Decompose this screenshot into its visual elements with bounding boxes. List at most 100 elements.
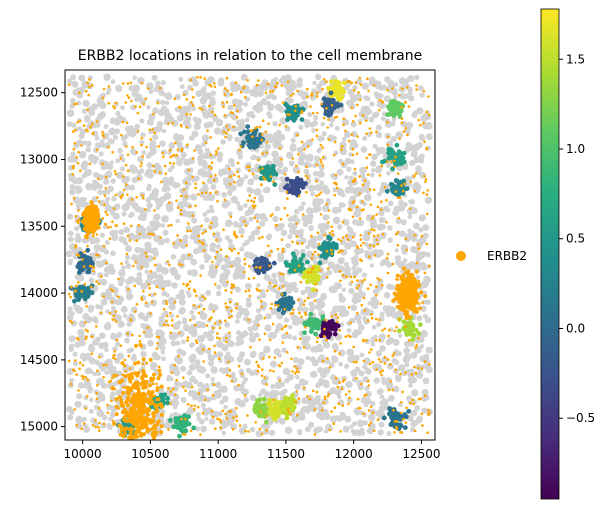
membrane-point [342,425,350,433]
membrane-point [368,426,374,432]
erbb2-point [331,233,335,237]
erbb2-point [284,125,288,128]
membrane-point [254,332,260,338]
erbb2-point [122,222,126,225]
cell-point [257,397,263,403]
erbb2-point [292,308,295,312]
erbb2-point [422,191,425,195]
erbb2-point [178,105,181,109]
erbb2-point [204,191,208,194]
membrane-point [115,300,121,306]
erbb2-point [182,385,185,389]
membrane-point [285,426,293,434]
erbb2-point [113,350,116,353]
membrane-point [170,270,176,276]
membrane-point [71,80,79,88]
membrane-point [291,223,298,230]
membrane-point [93,237,101,244]
membrane-point [131,254,139,262]
membrane-point [120,305,128,313]
erbb2-point [70,382,73,386]
erbb2-point [306,176,310,180]
membrane-point [195,320,203,329]
erbb2-point [284,324,288,328]
erbb2-point [219,248,223,251]
membrane-point [178,76,184,82]
erbb2-point [264,414,268,418]
membrane-point [85,146,91,153]
membrane-point [125,278,131,285]
erbb2-point [368,127,372,130]
erbb2-point [141,194,144,197]
membrane-point [411,111,418,118]
membrane-point [307,218,313,225]
membrane-point [425,133,433,141]
erbb2-point [186,339,189,342]
erbb2-point [67,359,71,363]
erbb2-point [425,146,429,150]
membrane-point [308,184,316,192]
membrane-point [379,400,386,406]
membrane-point [292,286,297,292]
membrane-point [171,399,180,407]
erbb2-point [171,154,175,158]
erbb2-point [106,213,109,216]
erbb2-point [235,306,238,310]
erbb2-point [346,238,350,241]
erbb2-point [74,359,77,362]
membrane-point [205,396,212,403]
erbb2-point [88,264,92,268]
erbb2-point [258,289,261,293]
membrane-point [229,373,236,379]
erbb2-point [180,417,183,421]
erbb2-point [213,344,216,348]
erbb2-point [323,335,326,338]
erbb2-point [125,121,129,125]
erbb2-point [362,114,365,117]
membrane-point [420,305,427,313]
membrane-point [398,333,403,338]
erbb2-point [297,152,300,156]
membrane-point [243,310,250,317]
erbb2-point [164,299,168,303]
erbb2-point [136,130,140,133]
erbb2-point [159,236,162,239]
erbb2-point [91,234,95,238]
membrane-point [235,313,242,319]
erbb2-point [153,209,156,212]
erbb2-point [368,362,372,366]
erbb2-point [315,134,319,138]
membrane-point [271,389,279,397]
membrane-point [305,426,311,433]
erbb2-point [189,429,193,433]
erbb2-point [357,91,360,94]
erbb2-point [78,119,82,123]
erbb2-point [253,196,257,200]
erbb2-point [129,81,133,85]
membrane-point [408,199,413,204]
membrane-point [371,302,379,310]
erbb2-point [386,271,390,275]
erbb2-point [370,217,374,220]
membrane-point [171,119,179,127]
cell-point [315,264,321,270]
membrane-point [409,144,416,151]
erbb2-point [185,98,189,101]
erbb2-point [387,334,390,338]
membrane-point [380,217,386,223]
erbb2-point [411,398,415,402]
erbb2-point [75,253,79,256]
erbb2-point [319,143,323,147]
cell-point [308,311,314,317]
membrane-point [258,351,266,359]
erbb2-point [95,392,98,395]
erbb2-point [317,193,321,196]
membrane-point [353,219,359,225]
membrane-point [278,417,286,425]
membrane-point [316,234,324,241]
erbb2-point [315,128,319,132]
membrane-point [305,355,311,361]
membrane-point [240,73,248,81]
erbb2-point [91,132,95,136]
erbb2-point [342,123,345,127]
